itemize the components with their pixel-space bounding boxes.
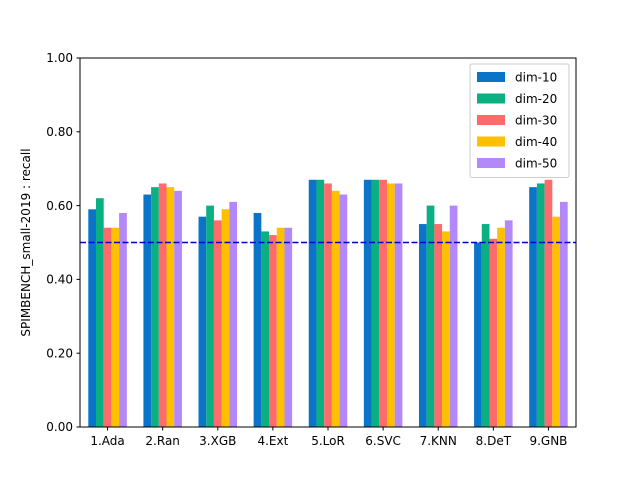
legend-swatch-dim-30 — [477, 115, 505, 125]
bar-dim-50-7.KNN — [449, 205, 458, 427]
bar-dim-20-2.Ran — [151, 187, 159, 427]
bar-dim-30-9.GNB — [544, 179, 553, 427]
bar-dim-50-2.Ran — [174, 190, 182, 427]
y-tick-label: 0.80 — [46, 125, 73, 139]
x-tick-label: 5.LoR — [311, 434, 345, 448]
bar-dim-10-7.KNN — [418, 224, 427, 427]
bar-dim-30-7.KNN — [434, 224, 443, 427]
x-tick-label: 6.SVC — [365, 434, 401, 448]
bar-dim-30-1.Ada — [103, 227, 112, 427]
legend-swatch-dim-10 — [477, 72, 505, 82]
bar-dim-10-4.Ext — [253, 212, 262, 427]
y-tick-label: 1.00 — [46, 51, 73, 65]
bar-dim-30-5.LoR — [324, 183, 332, 427]
x-tick-label: 2.Ran — [145, 434, 179, 448]
x-tick-label: 7.KNN — [420, 434, 457, 448]
bar-dim-20-7.KNN — [426, 205, 435, 427]
x-tick-label: 9.GNB — [529, 434, 567, 448]
bar-dim-30-2.Ran — [158, 183, 167, 427]
legend-box — [469, 63, 570, 178]
bar-dim-20-5.LoR — [316, 179, 325, 427]
legend-swatch-dim-40 — [477, 136, 505, 147]
legend-label-dim-30: dim-30 — [515, 114, 557, 128]
y-tick-label: 0.60 — [46, 199, 73, 213]
legend-label-dim-20: dim-20 — [515, 92, 557, 106]
x-tick-label: 1.Ada — [90, 434, 124, 448]
bar-dim-50-6.SVC — [394, 183, 403, 427]
bar-dim-30-8.DeT — [489, 238, 498, 427]
bar-dim-10-3.XGB — [198, 216, 207, 427]
x-tick-label: 4.Ext — [257, 434, 288, 448]
bar-dim-10-5.LoR — [308, 179, 317, 427]
bar-dim-40-9.GNB — [552, 216, 560, 427]
bar-dim-20-1.Ada — [96, 198, 104, 427]
y-tick-label: 0.40 — [46, 273, 73, 287]
bar-dim-30-3.XGB — [213, 220, 222, 427]
bar-dim-20-3.XGB — [206, 205, 214, 427]
bar-dim-40-7.KNN — [442, 231, 450, 427]
bar-dim-30-4.Ext — [269, 235, 277, 427]
legend: dim-10 dim-20 dim-30 dim-40 dim-50 — [469, 63, 570, 178]
bar-dim-40-5.LoR — [331, 190, 340, 427]
bar-dim-10-8.DeT — [474, 242, 482, 427]
bar-dim-10-6.SVC — [363, 179, 372, 427]
bar-dim-20-9.GNB — [536, 183, 545, 427]
bar-dim-40-2.Ran — [166, 187, 175, 427]
legend-swatch-dim-20 — [477, 93, 505, 104]
bar-dim-40-1.Ada — [111, 227, 120, 427]
bar-dim-50-9.GNB — [559, 201, 568, 427]
bars-group — [88, 179, 568, 427]
legend-swatch-dim-50 — [477, 158, 505, 168]
y-axis-label: SPIMBENCH_small-2019 : recall — [19, 148, 33, 336]
y-tick-label: 0.00 — [46, 420, 73, 434]
y-tick-label: 0.20 — [46, 346, 73, 360]
bar-dim-10-1.Ada — [88, 209, 97, 427]
bar-dim-30-6.SVC — [379, 179, 387, 427]
bar-dim-40-3.XGB — [221, 209, 230, 427]
bar-dim-20-4.Ext — [261, 231, 270, 427]
bar-dim-50-4.Ext — [284, 227, 293, 427]
legend-label-dim-50: dim-50 — [515, 157, 557, 171]
bar-dim-50-3.XGB — [229, 201, 238, 427]
x-tick-label: 3.XGB — [199, 434, 236, 448]
bar-dim-40-4.Ext — [276, 227, 285, 427]
bar-dim-10-2.Ran — [143, 194, 152, 427]
x-tick-label: 8.DeT — [476, 434, 512, 448]
legend-label-dim-40: dim-40 — [515, 135, 557, 149]
bar-dim-40-8.DeT — [497, 227, 505, 427]
legend-label-dim-10: dim-10 — [515, 71, 557, 85]
bar-dim-50-1.Ada — [119, 212, 127, 427]
bar-dim-10-9.GNB — [529, 187, 537, 427]
x-axis: 1.Ada 2.Ran 3.XGB 4.Ext 5.LoR 6.SVC 7.KNN 8.DeT… — [90, 427, 567, 448]
bar-dim-20-6.SVC — [371, 179, 380, 427]
bar-dim-50-8.DeT — [504, 220, 513, 427]
bar-dim-50-5.LoR — [339, 194, 348, 427]
y-axis: 0.00 0.20 0.40 0.60 0.80 1.00 — [46, 51, 80, 434]
bar-dim-20-8.DeT — [481, 224, 490, 427]
bar-dim-40-6.SVC — [386, 183, 395, 427]
